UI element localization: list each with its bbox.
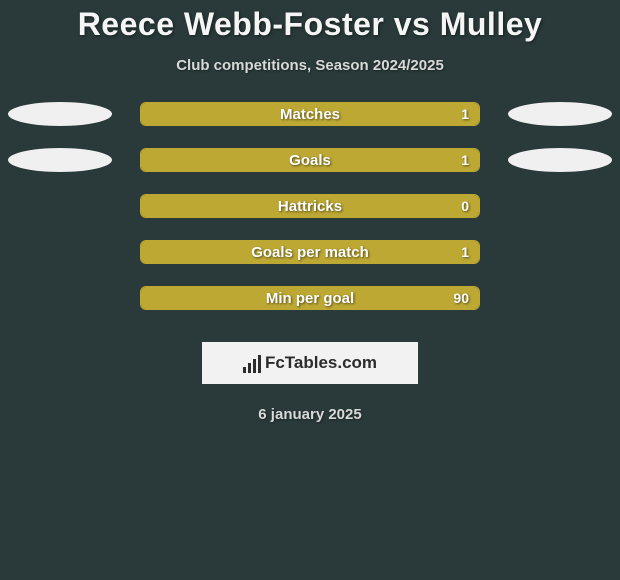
comparison-card: Reece Webb-Foster vs Mulley Club competi… [0, 0, 620, 423]
source-logo: FcTables.com [202, 342, 418, 384]
stat-bar: Hattricks0 [140, 194, 480, 218]
subtitle: Club competitions, Season 2024/2025 [176, 57, 444, 74]
stat-row: Goals per match1 [0, 240, 620, 264]
stat-bar: Goals per match1 [140, 240, 480, 264]
stat-bar-fill [141, 241, 479, 263]
stat-bar-fill [141, 195, 479, 217]
stat-bar-fill [141, 149, 479, 171]
stat-row: Min per goal90 [0, 286, 620, 310]
stat-row: Goals1 [0, 148, 620, 172]
player-ellipse-left [8, 148, 112, 172]
stat-bar: Min per goal90 [140, 286, 480, 310]
bar-chart-icon [243, 353, 261, 373]
stat-row: Hattricks0 [0, 194, 620, 218]
stat-bar: Matches1 [140, 102, 480, 126]
player-ellipse-right [508, 148, 612, 172]
logo-text: FcTables.com [265, 353, 377, 373]
player-ellipse-right [508, 102, 612, 126]
stats-area: Matches1 Goals1 Hattricks0 Goals per match1… [0, 102, 620, 310]
stat-bar: Goals1 [140, 148, 480, 172]
stat-row: Matches1 [0, 102, 620, 126]
player-ellipse-left [8, 102, 112, 126]
stat-bar-fill [141, 287, 479, 309]
page-title: Reece Webb-Foster vs Mulley [78, 6, 543, 43]
stat-bar-fill [141, 103, 479, 125]
date-label: 6 january 2025 [258, 406, 361, 423]
